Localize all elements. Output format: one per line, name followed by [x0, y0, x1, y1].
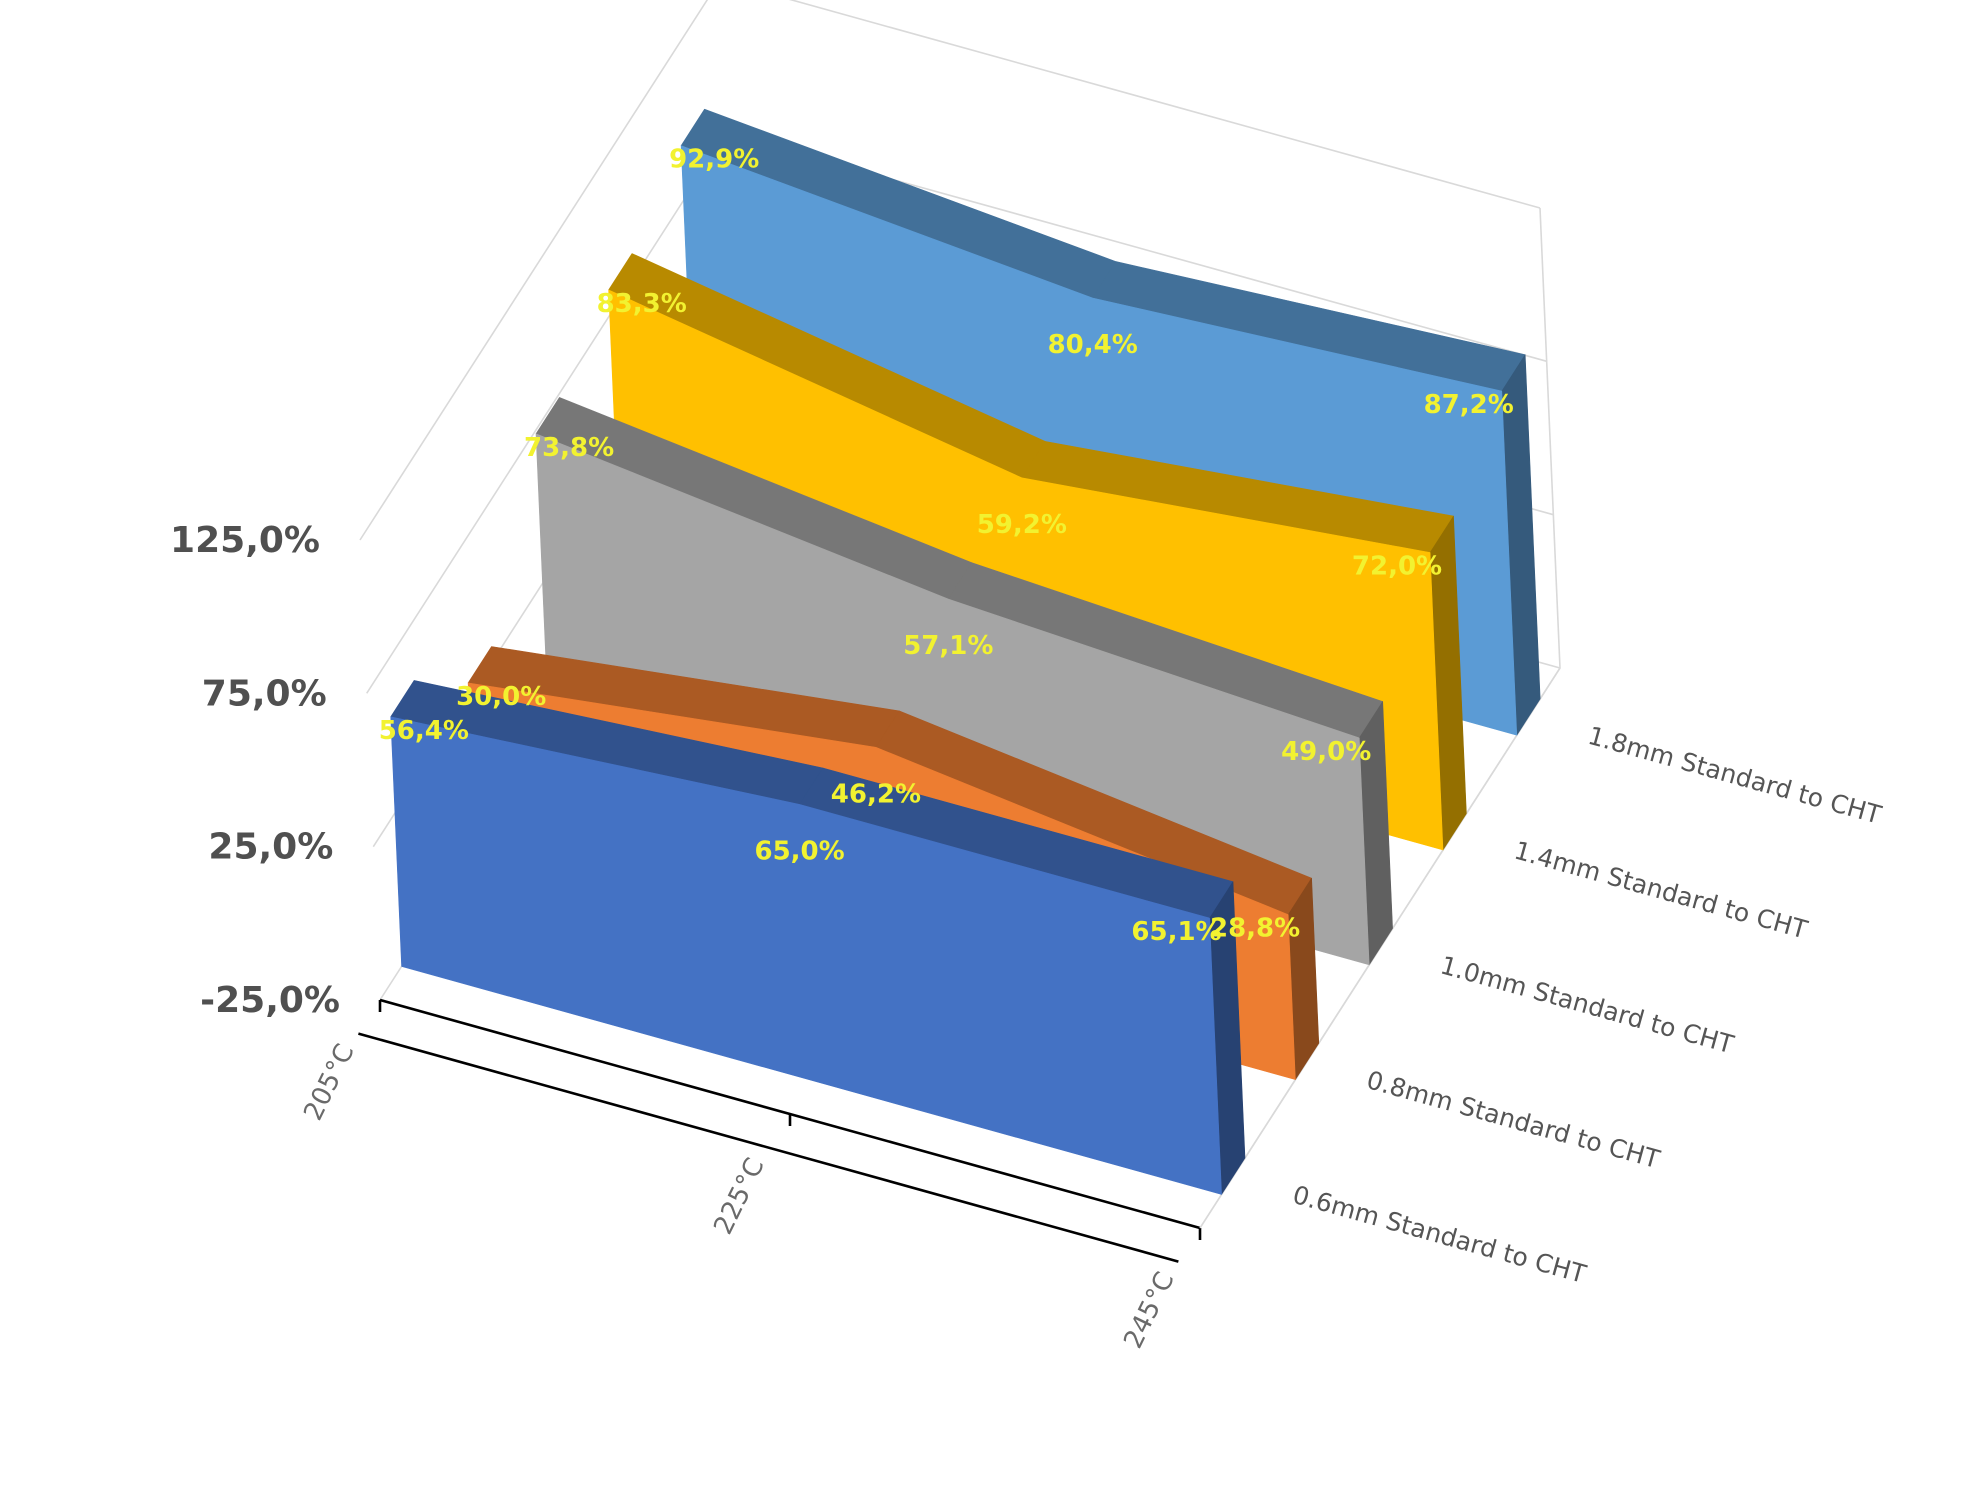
y-tick-label-1: 75,0% [202, 673, 327, 714]
x-tick-label-0: 205°C [298, 1040, 360, 1126]
data-label-0-1: 65,0% [754, 836, 844, 866]
data-label-3-1: 59,2% [977, 510, 1067, 540]
y-tick-label-0: 125,0% [170, 520, 320, 561]
data-label-3-2: 72,0% [1352, 552, 1442, 582]
series-axis-label-4: 1.8mm Standard to CHT [1585, 721, 1885, 830]
data-label-4-2: 87,2% [1424, 390, 1514, 420]
y-tick-label-2: 25,0% [208, 827, 333, 868]
data-label-4-0: 92,9% [669, 145, 759, 175]
series-ribbons [390, 108, 1541, 1195]
data-label-3-0: 83,3% [597, 289, 687, 319]
data-label-1-2: 28,8% [1210, 914, 1300, 944]
data-label-2-0: 73,8% [524, 433, 614, 463]
gridline-0 [359, 0, 1541, 541]
data-labels: 92,9% 80,4% 87,2% 83,3% 59,2% 72,0% 73,8% 57,1%… [379, 145, 1514, 947]
x-tick-label-2: 245°C [1118, 1268, 1180, 1354]
data-label-0-2: 65,1% [1131, 917, 1221, 947]
series-axis-label-0: 0.6mm Standard to CHT [1290, 1180, 1590, 1289]
data-label-0-0: 56,4% [379, 716, 469, 746]
x-tick-label-1: 225°C [708, 1154, 770, 1240]
series-axis-label-3: 1.4mm Standard to CHT [1511, 836, 1811, 945]
series-axis-label-1: 0.8mm Standard to CHT [1363, 1065, 1663, 1174]
data-label-2-1: 57,1% [903, 631, 993, 661]
series-front-0 [390, 716, 1222, 1195]
data-label-1-1: 46,2% [831, 779, 921, 809]
data-label-1-0: 30,0% [456, 682, 546, 712]
series-axis-label-2: 1.0mm Standard to CHT [1437, 950, 1737, 1059]
x-axis-floor-edge [358, 1032, 1179, 1263]
data-label-2-2: 49,0% [1281, 737, 1371, 767]
y-tick-label-3: -25,0% [200, 980, 340, 1021]
series-ribbon-0 [390, 680, 1246, 1195]
data-label-4-1: 80,4% [1048, 330, 1138, 360]
